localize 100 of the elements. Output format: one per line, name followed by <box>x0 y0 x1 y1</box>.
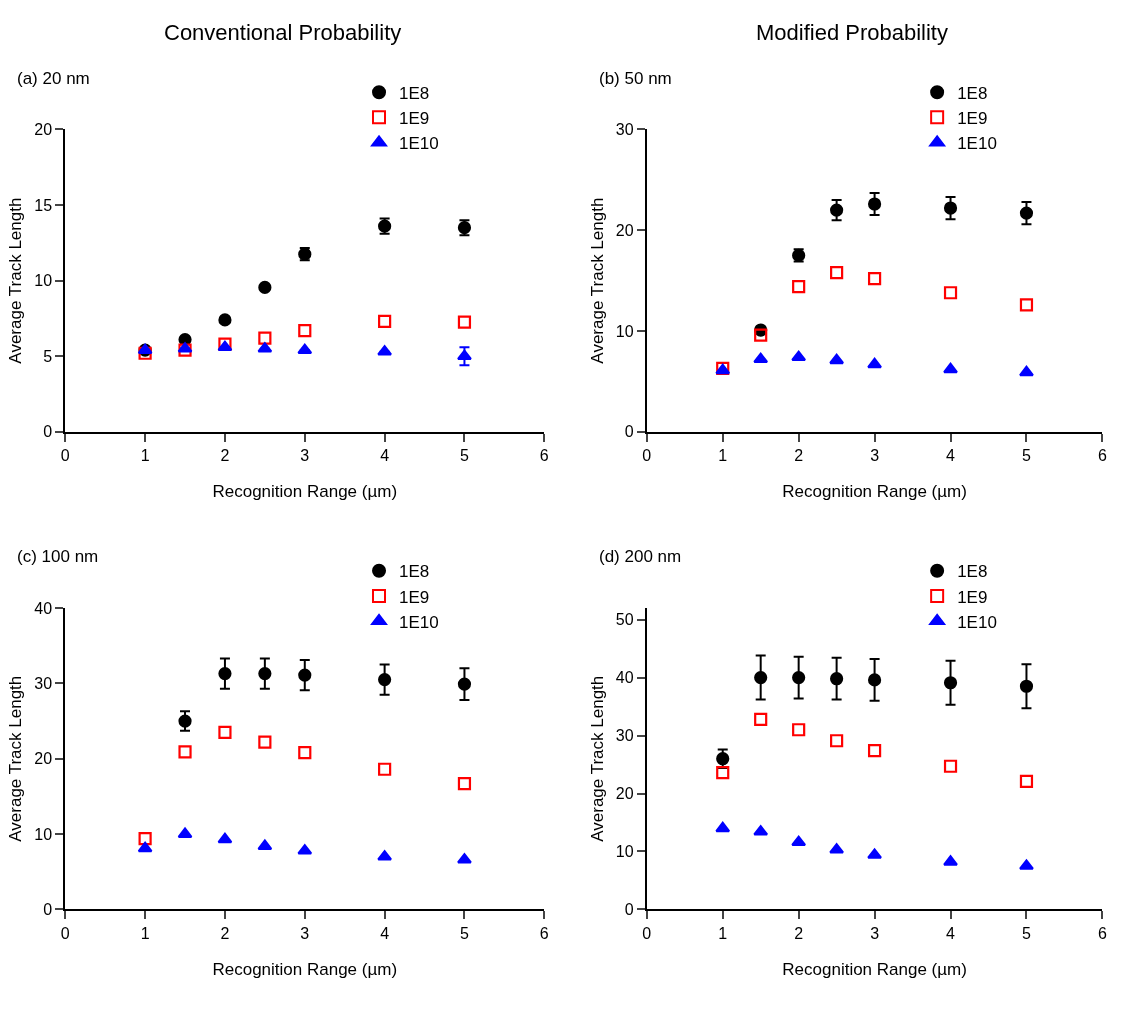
point <box>830 672 844 686</box>
y-tick-label: 10 <box>34 825 53 843</box>
point <box>867 272 882 286</box>
point <box>792 723 806 737</box>
point <box>754 670 768 685</box>
point <box>716 752 730 766</box>
point <box>1019 774 1034 788</box>
point <box>791 350 807 362</box>
point <box>943 759 958 773</box>
point <box>867 673 882 687</box>
x-tick-label: 0 <box>642 924 652 942</box>
y-tick-label: 5 <box>43 347 53 365</box>
point <box>753 352 769 364</box>
y-tick-label: 40 <box>615 669 634 687</box>
x-tick-label: 5 <box>1022 924 1032 942</box>
y-axis-title: Average Track Length <box>6 675 26 842</box>
chart-subtitle: (b) 50 nm <box>599 69 672 88</box>
x-tick-label: 2 <box>794 924 804 942</box>
point <box>258 735 272 749</box>
point <box>943 855 958 866</box>
point <box>258 331 272 345</box>
point <box>792 670 806 685</box>
y-tick-label: 0 <box>624 901 634 919</box>
legend-label: 1E8 <box>399 562 430 582</box>
y-tick-label: 20 <box>34 750 53 768</box>
x-tick-label: 5 <box>460 447 469 465</box>
point <box>715 821 731 833</box>
y-tick-label: 30 <box>615 727 634 745</box>
y-tick-label: 50 <box>615 611 634 629</box>
point <box>178 714 192 728</box>
y-tick-label: 0 <box>43 423 53 441</box>
chart-subtitle: (d) 200 nm <box>599 547 682 566</box>
x-tick-label: 2 <box>794 447 804 465</box>
x-axis-title: Recognition Range (µm) <box>782 959 967 979</box>
x-axis-title: Recognition Range (µm) <box>212 481 398 501</box>
x-axis-title: Recognition Range (µm) <box>212 959 398 979</box>
point <box>867 357 883 369</box>
y-tick-label: 0 <box>43 901 53 919</box>
point <box>943 201 958 215</box>
x-tick-label: 2 <box>220 447 230 465</box>
point <box>457 349 472 361</box>
point <box>830 265 844 280</box>
y-tick-label: 15 <box>34 196 53 214</box>
point <box>457 315 472 329</box>
point <box>298 668 312 682</box>
x-tick-label: 0 <box>60 447 70 465</box>
x-tick-label: 6 <box>539 924 549 942</box>
chart-title: Modified Probability <box>756 20 948 45</box>
point <box>1019 365 1034 377</box>
legend-label: 1E9 <box>399 587 430 607</box>
legend-label: 1E8 <box>957 562 988 582</box>
legend-label: 1E10 <box>957 612 997 632</box>
point <box>829 353 845 365</box>
y-axis-title: Average Track Length <box>6 197 26 364</box>
point <box>943 676 958 690</box>
y-tick-label: 10 <box>615 322 634 340</box>
chart-subtitle: (c) 100 nm <box>17 547 99 566</box>
x-tick-label: 6 <box>539 447 549 465</box>
point <box>258 666 272 681</box>
point <box>867 744 882 758</box>
x-tick-label: 3 <box>300 924 310 942</box>
point <box>457 677 472 691</box>
legend-label: 1E8 <box>399 83 430 103</box>
x-tick-label: 6 <box>1097 447 1107 465</box>
y-axis-title: Average Track Length <box>587 675 607 842</box>
y-tick-label: 30 <box>34 674 53 692</box>
y-axis-title: Average Track Length <box>587 197 607 364</box>
point <box>138 832 152 846</box>
point <box>298 323 312 338</box>
point <box>457 777 472 791</box>
x-tick-label: 4 <box>380 924 390 942</box>
point <box>1019 206 1034 220</box>
legend-label: 1E10 <box>399 134 439 154</box>
x-tick-label: 1 <box>718 447 728 465</box>
x-tick-label: 0 <box>642 447 652 465</box>
y-tick-label: 20 <box>34 120 53 138</box>
point <box>1019 859 1034 870</box>
point <box>378 672 392 687</box>
y-tick-label: 20 <box>615 785 634 803</box>
legend-label: 1E10 <box>399 612 439 632</box>
x-axis-title: Recognition Range (µm) <box>782 481 967 501</box>
x-tick-label: 3 <box>870 447 880 465</box>
point <box>943 286 958 300</box>
point <box>178 343 192 357</box>
point <box>830 203 844 217</box>
point <box>217 832 233 844</box>
point <box>457 853 472 864</box>
legend-label: 1E8 <box>957 83 988 103</box>
y-tick-label: 30 <box>615 120 634 138</box>
x-tick-label: 3 <box>300 447 310 465</box>
point <box>792 280 806 294</box>
point <box>716 766 730 780</box>
y-tick-label: 10 <box>615 843 634 861</box>
chart-subtitle: (a) 20 nm <box>17 69 90 88</box>
y-tick-label: 20 <box>615 221 634 239</box>
legend-label: 1E9 <box>399 108 430 128</box>
point <box>754 712 768 726</box>
x-tick-label: 5 <box>460 924 469 942</box>
point <box>218 725 232 739</box>
point <box>378 314 392 329</box>
